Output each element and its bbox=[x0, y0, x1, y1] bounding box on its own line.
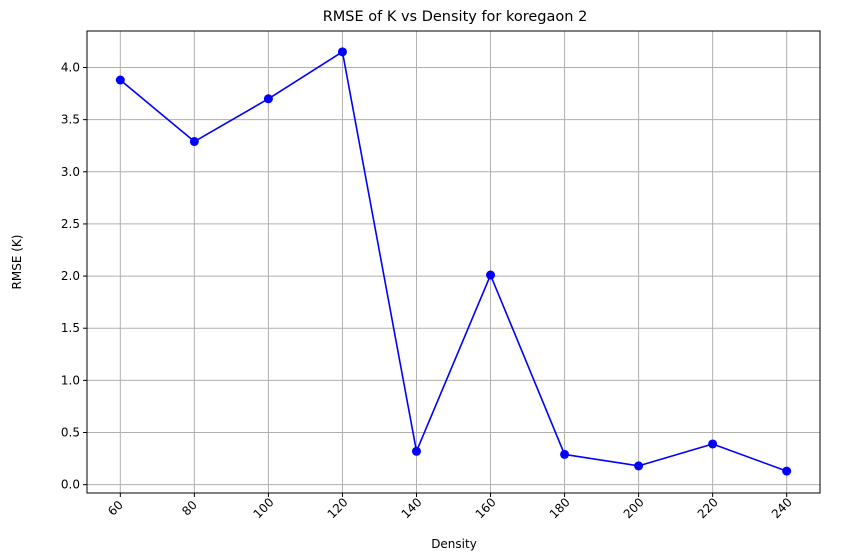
x-tick-label: 100 bbox=[251, 495, 277, 521]
series-line bbox=[119, 51, 787, 472]
series-layer bbox=[115, 47, 792, 476]
y-axis-label: RMSE (K) bbox=[10, 235, 24, 290]
x-axis-ticks: 60 80 100 120 140 160 180 200 220 240 bbox=[105, 493, 795, 521]
data-point bbox=[634, 461, 644, 471]
plot-frame bbox=[86, 30, 821, 494]
x-tick-label: 240 bbox=[769, 495, 795, 521]
data-point bbox=[411, 446, 421, 456]
data-point bbox=[189, 137, 199, 147]
y-tick-label: 0.5 bbox=[61, 426, 80, 440]
x-tick-label: 220 bbox=[695, 495, 721, 521]
x-tick-label: 60 bbox=[105, 498, 126, 519]
x-axis-label: Density bbox=[431, 537, 477, 551]
x-tick-label: 140 bbox=[399, 495, 425, 521]
x-tick-label: 120 bbox=[325, 495, 351, 521]
y-tick-label: 1.5 bbox=[61, 321, 80, 335]
y-tick-label: 2.0 bbox=[61, 269, 80, 283]
data-point bbox=[263, 94, 273, 104]
y-tick-label: 2.5 bbox=[61, 217, 80, 231]
x-tick-label: 80 bbox=[179, 498, 200, 519]
data-point bbox=[337, 47, 347, 57]
data-point bbox=[708, 439, 718, 449]
y-axis-ticks: 0.0 0.5 1.0 1.5 2.0 2.5 3.0 3.5 4.0 bbox=[61, 61, 87, 492]
data-point bbox=[782, 466, 792, 476]
y-tick-label: 3.0 bbox=[61, 165, 80, 179]
data-point bbox=[115, 75, 125, 85]
y-tick-label: 3.5 bbox=[61, 113, 80, 127]
y-tick-label: 4.0 bbox=[61, 61, 80, 75]
x-tick-label: 180 bbox=[547, 495, 573, 521]
y-tick-label: 0.0 bbox=[61, 478, 80, 492]
x-tick-label: 160 bbox=[473, 495, 499, 521]
data-point bbox=[486, 270, 496, 280]
y-tick-label: 1.0 bbox=[61, 373, 80, 387]
data-point bbox=[560, 449, 570, 459]
grid bbox=[87, 31, 820, 493]
x-tick-label: 200 bbox=[621, 495, 647, 521]
chart-title: RMSE of K vs Density for koregaon 2 bbox=[323, 9, 588, 25]
